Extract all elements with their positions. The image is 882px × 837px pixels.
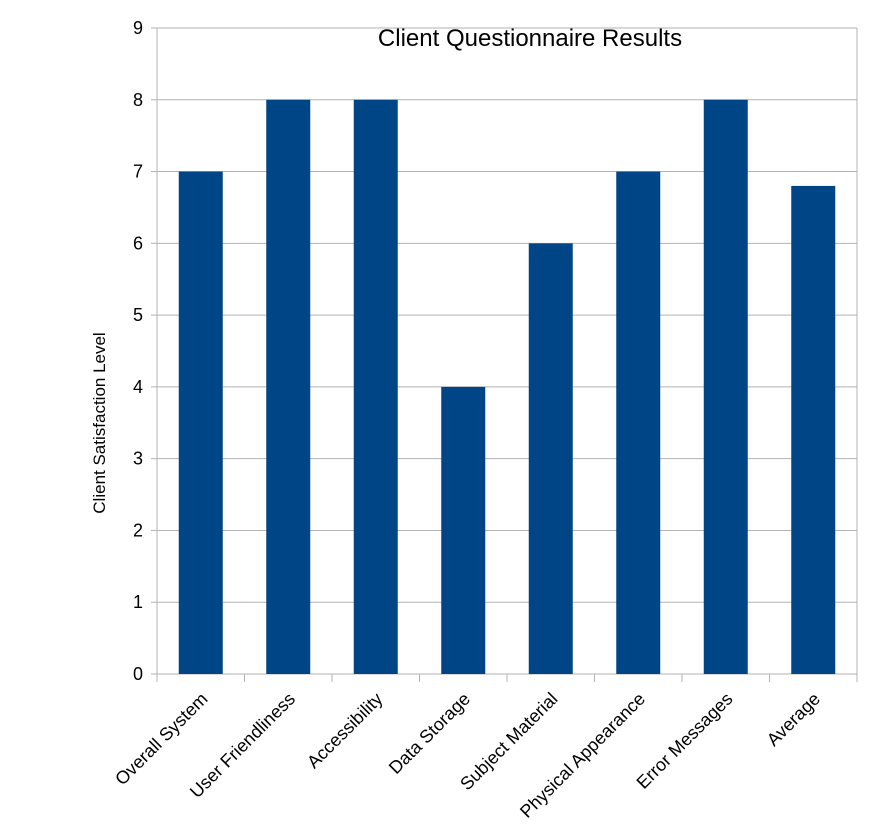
bar	[616, 171, 661, 675]
bars	[178, 99, 836, 675]
axes	[151, 27, 858, 682]
x-tick-label: Overall System	[111, 689, 211, 789]
y-tick-label: 8	[133, 90, 143, 110]
bar	[528, 243, 573, 675]
y-tick-label: 9	[133, 18, 143, 38]
bar	[353, 99, 398, 675]
y-tick-label: 1	[133, 592, 143, 612]
y-tick-labels: 0 1 2 3 4 5 6 7 8 9	[133, 18, 143, 684]
x-tick-label: Accessibility	[303, 689, 386, 772]
y-tick-label: 7	[133, 162, 143, 182]
x-tick-label: Average	[763, 689, 824, 750]
bar	[266, 99, 311, 675]
gridlines	[157, 27, 857, 675]
y-axis-label: Client Satisfaction Level	[90, 332, 109, 513]
bar	[441, 386, 486, 674]
x-tick-label: Data Storage	[385, 689, 474, 778]
x-tick-label: Error Messages	[633, 689, 737, 793]
y-tick-label: 6	[133, 233, 143, 253]
y-tick-label: 3	[133, 449, 143, 469]
y-tick-label: 4	[133, 377, 143, 397]
y-tick-label: 0	[133, 664, 143, 684]
bar	[791, 185, 836, 674]
y-tick-label: 5	[133, 305, 143, 325]
bar	[703, 99, 748, 675]
bar	[178, 171, 223, 675]
y-tick-label: 2	[133, 520, 143, 540]
chart-title: Client Questionnaire Results	[378, 25, 682, 52]
